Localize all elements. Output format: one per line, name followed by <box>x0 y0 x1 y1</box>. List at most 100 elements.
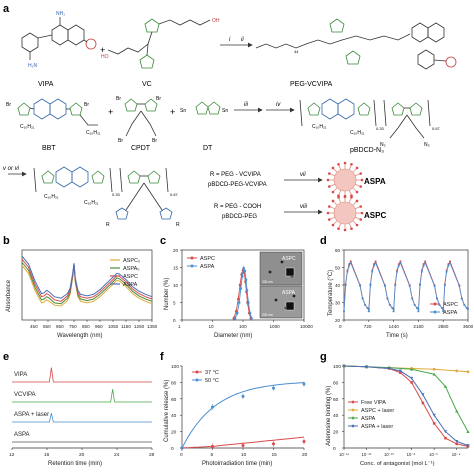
np-ligand <box>331 190 335 194</box>
arrow-v-or-vi: v or vi <box>3 166 20 172</box>
y-tick-label: 100 <box>333 364 341 370</box>
np-ligand <box>355 223 359 227</box>
x-axis-label: Diameter (nm) <box>214 333 252 339</box>
data-point <box>211 444 214 448</box>
y-tick-label: 30 <box>335 301 341 306</box>
x-tick-label: 10 <box>241 452 247 458</box>
legend-marker <box>195 378 199 382</box>
data-point <box>433 285 436 288</box>
data-point <box>399 260 402 263</box>
data-point <box>419 284 422 287</box>
np-ligand <box>355 190 359 194</box>
data-point <box>302 439 306 443</box>
data-point <box>422 264 425 267</box>
np-ligand <box>343 194 347 198</box>
data-point <box>466 370 470 374</box>
series-line <box>234 266 252 319</box>
polymer-structure <box>33 166 173 220</box>
chart-c-size-distribution: 1 10 100 1000 10000 0 5 10 15 20 Diameter (nm) Numb… <box>164 248 313 339</box>
x-tick-label: 450 <box>30 324 38 329</box>
x-tick-label: 5 <box>211 452 214 458</box>
data-point <box>348 264 351 267</box>
svg-text:0.67: 0.67 <box>432 126 441 131</box>
data-point <box>241 394 245 398</box>
svg-text:N₃: N₃ <box>424 142 430 148</box>
y-axis-label: Number (%) <box>164 278 170 310</box>
tem-inset-aspc <box>259 251 303 286</box>
data-point <box>436 297 438 300</box>
x-axis-label: Wavelength (nm) <box>57 333 102 339</box>
r-vcvipa-label: R = PEG - VCVIPA <box>210 172 261 178</box>
np-ligand <box>331 199 335 203</box>
svg-text:Br: Br <box>156 96 161 102</box>
data-point <box>432 413 436 417</box>
x-tick-label: 24 <box>114 452 120 458</box>
data-point <box>455 442 459 446</box>
np-ligand <box>350 162 353 166</box>
data-point <box>424 260 427 263</box>
y-tick-label: 100 <box>171 364 179 370</box>
data-point <box>392 308 395 311</box>
x-tick-label: 650 <box>56 324 64 329</box>
np-ligand <box>355 199 359 203</box>
series-line <box>343 365 469 446</box>
svg-text:0.33: 0.33 <box>112 192 121 197</box>
y-tick-label: 20 <box>171 430 177 436</box>
svg-text:C₁₀H₂₁: C₁₀H₂₁ <box>86 130 101 136</box>
x-tick-label: 950 <box>95 324 103 329</box>
data-point <box>241 444 245 448</box>
panel-label-c: c <box>160 235 166 247</box>
data-point <box>394 284 397 287</box>
data-point <box>211 405 214 409</box>
np-ligand <box>337 162 340 166</box>
data-point <box>411 297 414 300</box>
label-peg-vcvipa: PEG-VCVIPA <box>290 81 333 88</box>
svg-text:C₁₀H₂₁: C₁₀H₂₁ <box>44 194 59 200</box>
y-axis-label: Absorbance <box>6 279 12 312</box>
np-ligand <box>337 227 340 231</box>
svg-text:Br: Br <box>84 102 89 108</box>
data-point <box>396 270 399 273</box>
svg-text:+: + <box>170 107 175 117</box>
data-point <box>367 310 370 313</box>
np-core <box>333 168 357 192</box>
tem-particle <box>292 294 296 298</box>
data-point <box>432 367 436 371</box>
trace-label: ASPA + laser <box>14 412 49 418</box>
np-ligand <box>326 211 330 215</box>
data-point <box>421 401 425 405</box>
x-tick-label: 28 <box>149 452 155 458</box>
x-tick-label: 20 <box>79 452 85 458</box>
y-tick-label: 60 <box>171 397 177 403</box>
x-tick-label: 10⁻⁶ <box>429 452 438 457</box>
tem-zoom-box <box>285 267 295 277</box>
legend-label: ASPC <box>123 274 138 280</box>
legend-label: ASPA <box>123 282 138 288</box>
y-tick-label: 50 <box>335 266 341 271</box>
label-dt: DT <box>203 145 213 152</box>
y-tick-label: 80 <box>333 380 339 386</box>
svg-text:viii: viii <box>300 204 308 210</box>
tem-inset-aspa <box>259 285 303 319</box>
data-point <box>438 304 441 307</box>
x-tick-label: 3600 <box>463 324 474 329</box>
y-axis-label: Adenosine binding (%) <box>326 386 332 446</box>
data-point <box>349 260 352 263</box>
np-ligand <box>331 166 335 170</box>
x-tick-label: 1150 <box>121 324 131 329</box>
np-ligand <box>331 223 335 227</box>
data-point <box>383 285 386 288</box>
x-axis-label: Conc. of antagonist (mol L⁻¹) <box>360 461 435 467</box>
data-point <box>410 376 414 380</box>
y-tick-label: 20 <box>173 248 179 253</box>
svg-text:NH₂: NH₂ <box>56 11 65 17</box>
data-point <box>392 310 395 313</box>
label-bbt: BBT <box>42 145 56 152</box>
data-point <box>374 260 377 263</box>
svg-text:R: R <box>106 222 110 228</box>
np-ligand <box>327 205 331 208</box>
data-point <box>359 285 362 288</box>
chromatogram-trace <box>12 413 152 423</box>
legend-marker <box>351 400 355 404</box>
x-tick-label: 2160 <box>413 324 424 329</box>
